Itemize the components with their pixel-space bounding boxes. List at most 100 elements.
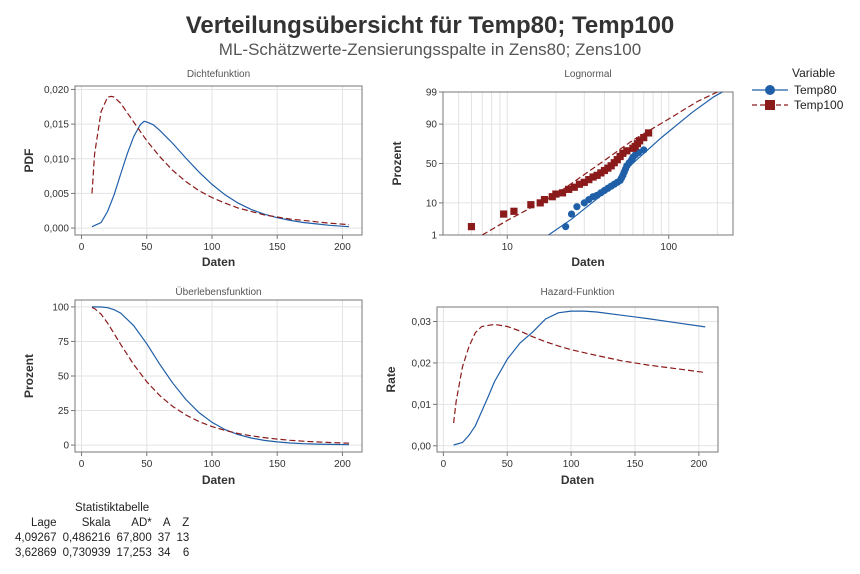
- stats-row: 4,09267 0,486216 67,800 37 13: [12, 531, 192, 546]
- x-axis-label: Daten: [571, 255, 604, 269]
- x-tick-label: 50: [141, 242, 153, 253]
- data-point-temp80: [567, 210, 576, 218]
- y-axis-label: PDF: [22, 149, 36, 173]
- data-point-temp100: [585, 176, 593, 184]
- stats-cell: 37: [157, 532, 171, 544]
- legend-label-temp80: Temp80: [794, 82, 837, 97]
- plot-frame: [74, 85, 363, 236]
- y-tick-label: 0,03: [412, 317, 432, 328]
- stats-header-row: Lage Skala AD* A Z: [12, 516, 192, 531]
- y-tick-label: 0: [63, 441, 69, 452]
- x-tick-label: 50: [502, 459, 514, 470]
- data-point-temp100: [644, 129, 653, 137]
- stats-row: 3,62869 0,730939 17,253 34 6: [12, 546, 192, 561]
- data-point-temp100: [636, 137, 644, 145]
- plot-frame: [436, 306, 719, 453]
- chart-title: Verteilungsübersicht für Temp80; Temp100: [185, 12, 675, 39]
- stats-header-cell: Skala: [81, 517, 111, 529]
- y-tick-label: 0,020: [44, 85, 69, 96]
- legend-item-temp100: Temp100: [752, 97, 843, 112]
- y-tick-label: 0,000: [44, 224, 69, 235]
- data-point-temp80: [640, 146, 648, 154]
- y-tick-label: 50: [58, 372, 70, 383]
- x-axis-label: Daten: [202, 255, 235, 269]
- legend-swatch-temp100: [752, 99, 788, 110]
- stats-header-cell: Z: [182, 517, 190, 529]
- data-point-temp100: [623, 147, 631, 155]
- data-point-temp80: [573, 203, 581, 211]
- stats-cell: 67,800: [116, 532, 152, 544]
- stats-cell: 17,253: [116, 547, 152, 559]
- data-point-temp100: [575, 180, 584, 188]
- y-tick-label: 0,02: [412, 358, 432, 369]
- stats-cell: 0,730939: [62, 547, 111, 559]
- stats-header-cell: AD*: [131, 517, 152, 529]
- data-point-temp100: [536, 199, 544, 207]
- series-group: [91, 306, 350, 446]
- panel-title: Überlebensfunktion: [175, 286, 261, 298]
- data-point-temp100: [619, 149, 627, 157]
- x-tick-label: 100: [563, 459, 580, 470]
- series-line-temp80: [453, 310, 706, 446]
- x-axis-label: Daten: [202, 473, 235, 487]
- stats-header-cell: Lage: [30, 517, 57, 529]
- series-group: [453, 310, 706, 446]
- stats-table: Statistiktabelle Lage Skala AD* A Z 4,09…: [12, 502, 192, 561]
- data-point-temp100: [527, 201, 535, 209]
- y-tick-label: 0,00: [412, 441, 432, 452]
- x-tick-label: 0: [79, 242, 85, 253]
- y-tick-label: 100: [52, 302, 69, 313]
- stats-cell: 0,486216: [62, 532, 111, 544]
- stats-cell: 13: [176, 532, 190, 544]
- series-line-temp80: [91, 120, 350, 228]
- y-tick-label: 1: [431, 231, 437, 242]
- y-axis-label: Rate: [384, 366, 398, 392]
- y-tick-label: 0,015: [44, 120, 69, 131]
- x-tick-label: 100: [204, 242, 221, 253]
- series-line-temp80: [91, 306, 350, 446]
- y-tick-label: 0,005: [44, 189, 69, 200]
- panel-title: Hazard-Funktion: [541, 287, 615, 298]
- legend-label-temp100: Temp100: [794, 97, 844, 112]
- data-point-temp100: [540, 196, 549, 204]
- x-tick-label: 150: [627, 459, 644, 470]
- panel-title: Lognormal: [564, 69, 611, 80]
- x-axis-label: Daten: [561, 473, 594, 487]
- x-tick-label: 10: [502, 242, 514, 253]
- y-axis-label: Prozent: [390, 141, 404, 185]
- legend-swatch-temp80: [752, 84, 788, 95]
- series-group: [91, 95, 350, 228]
- y-tick-label: 99: [426, 88, 438, 99]
- y-tick-label: 0,01: [412, 400, 432, 411]
- data-point-temp80: [562, 223, 570, 231]
- data-point-temp100: [467, 223, 476, 231]
- legend-title: Variable: [792, 66, 836, 80]
- y-tick-label: 90: [426, 120, 438, 131]
- data-point-temp100: [640, 134, 648, 142]
- series-line-temp100: [481, 92, 718, 235]
- y-tick-label: 0,010: [44, 154, 69, 165]
- data-point-temp100: [565, 185, 573, 193]
- y-axis-label: Prozent: [22, 354, 36, 398]
- x-tick-label: 200: [334, 459, 351, 470]
- legend: Variable Temp80 Temp100: [752, 66, 843, 112]
- y-tick-label: 50: [426, 159, 438, 170]
- stats-header-cell: A: [162, 517, 171, 529]
- series-line-temp100: [91, 306, 350, 444]
- x-tick-label: 100: [204, 459, 221, 470]
- stats-cell: 34: [157, 547, 171, 559]
- y-tick-label: 75: [58, 337, 70, 348]
- data-point-temp100: [589, 173, 597, 181]
- data-point-temp100: [510, 207, 518, 215]
- x-tick-label: 100: [660, 242, 677, 253]
- x-tick-label: 150: [269, 459, 286, 470]
- y-tick-label: 10: [426, 198, 438, 209]
- data-point-temp100: [593, 171, 601, 179]
- series-line-temp100: [453, 323, 706, 424]
- data-point-temp100: [500, 210, 508, 218]
- data-point-temp100: [552, 190, 560, 198]
- x-tick-label: 0: [441, 459, 447, 470]
- panel-title: Dichtefunktion: [187, 69, 250, 80]
